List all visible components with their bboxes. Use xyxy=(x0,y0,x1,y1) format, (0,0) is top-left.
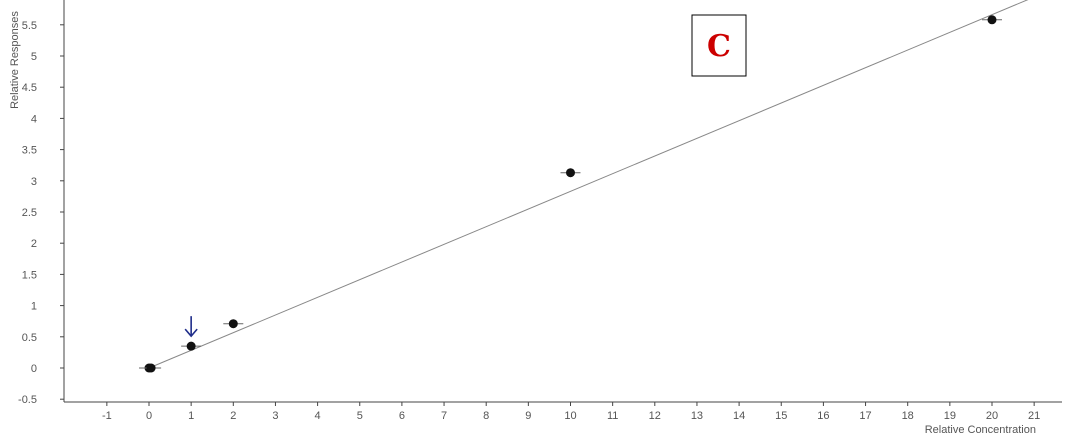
x-tick-label: 14 xyxy=(733,410,745,422)
x-tick-label: 0 xyxy=(146,410,152,422)
y-tick-label: 0.5 xyxy=(22,332,37,344)
x-tick-label: 20 xyxy=(986,410,998,422)
fit-line xyxy=(148,0,1029,369)
axes xyxy=(63,0,1062,403)
x-tick-label: 2 xyxy=(230,410,236,422)
y-tick-label: 1 xyxy=(31,301,37,313)
x-axis-title: Relative Concentration xyxy=(925,424,1036,436)
y-tick-label: 4 xyxy=(31,113,37,125)
y-tick-label: 2 xyxy=(31,238,37,250)
data-point xyxy=(560,168,581,178)
y-tick-label: 4.5 xyxy=(22,82,37,94)
x-tick-label: 13 xyxy=(691,410,703,422)
x-tick-label: 11 xyxy=(607,410,618,422)
y-tick-label: 3.5 xyxy=(22,145,37,157)
y-axis-title: Relative Responses xyxy=(9,11,21,109)
x-tick-label: 10 xyxy=(564,410,576,422)
x-tick-label: 19 xyxy=(944,410,956,422)
x-tick-label: 3 xyxy=(272,410,278,422)
panel-label: C xyxy=(691,14,747,77)
x-tick-label: -1 xyxy=(102,410,112,422)
y-tick-label: 2.5 xyxy=(22,207,37,219)
y-tick-label: 3 xyxy=(31,176,37,188)
data-point xyxy=(223,319,244,329)
x-tick-label: 17 xyxy=(859,410,871,422)
x-tick-label: 8 xyxy=(483,410,489,422)
data-point xyxy=(141,363,162,373)
x-tick-label: 4 xyxy=(315,410,321,422)
data-points xyxy=(139,15,1002,373)
data-point xyxy=(181,341,202,351)
x-tick-label: 18 xyxy=(902,410,914,422)
y-tick-label: 5 xyxy=(31,51,37,63)
y-tick-label: 5.5 xyxy=(22,20,37,32)
x-tick-label: 21 xyxy=(1028,410,1040,422)
x-tick-label: 12 xyxy=(649,410,661,422)
x-tick-label: 7 xyxy=(441,410,447,422)
y-axis-ticks: -0.5 0 0.5 1 1.5 2 2.5 3 3.5 4 4.5 5 5.5 xyxy=(18,20,64,406)
x-axis-ticks: -1 0 1 2 3 4 5 6 7 8 9 10 11 12 13 14 15 16 17 18 19 20 21 xyxy=(102,402,1040,422)
panel-letter: C xyxy=(707,29,731,64)
x-tick-label: 5 xyxy=(357,410,363,422)
x-tick-label: 15 xyxy=(775,410,787,422)
x-tick-label: 1 xyxy=(188,410,194,422)
y-tick-label: -0.5 xyxy=(18,394,37,406)
x-tick-label: 9 xyxy=(525,410,531,422)
y-tick-label: 1.5 xyxy=(22,269,37,281)
y-tick-label: 0 xyxy=(31,363,37,375)
x-tick-label: 16 xyxy=(817,410,829,422)
data-point xyxy=(982,15,1002,25)
x-tick-label: 6 xyxy=(399,410,405,422)
highlight-arrow-icon xyxy=(184,316,198,338)
